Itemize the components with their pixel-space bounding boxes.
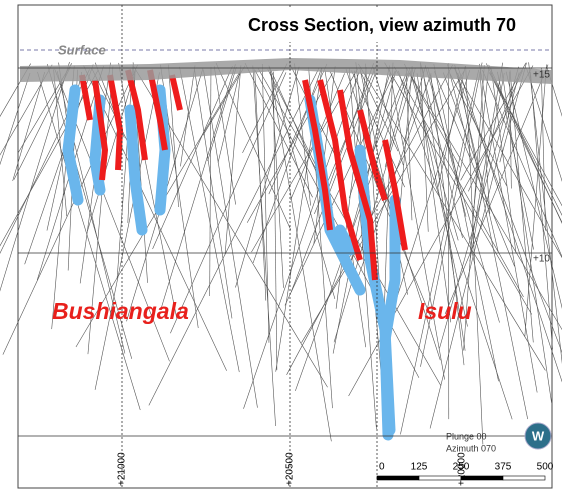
deposit-label: Isulu xyxy=(418,298,472,324)
scale-label: 250 xyxy=(453,462,470,473)
plunge-label: Plunge 00 xyxy=(446,431,487,441)
scale-label: 375 xyxy=(495,462,512,473)
azimuth-label: Azimuth 070 xyxy=(446,443,496,453)
scale-segment xyxy=(377,476,419,480)
deposit-label: Bushiangala xyxy=(52,298,189,324)
elevation-label: +10 xyxy=(533,254,550,265)
elevation-label: +15 xyxy=(533,70,550,81)
cross-section: Cross Section, view azimuth 70 Surface +… xyxy=(0,0,562,493)
scale-segment xyxy=(461,476,503,480)
logo-text: W xyxy=(532,428,545,443)
scale-segment xyxy=(503,476,545,480)
easting-label: +20500 xyxy=(285,452,296,486)
scale-label: 0 xyxy=(379,462,385,473)
easting-label: +21000 xyxy=(117,452,128,486)
scale-label: 125 xyxy=(411,462,428,473)
surface-label: Surface xyxy=(58,42,106,57)
title: Cross Section, view azimuth 70 xyxy=(248,15,516,35)
scale-label: 500 xyxy=(537,462,554,473)
scale-segment xyxy=(419,476,461,480)
